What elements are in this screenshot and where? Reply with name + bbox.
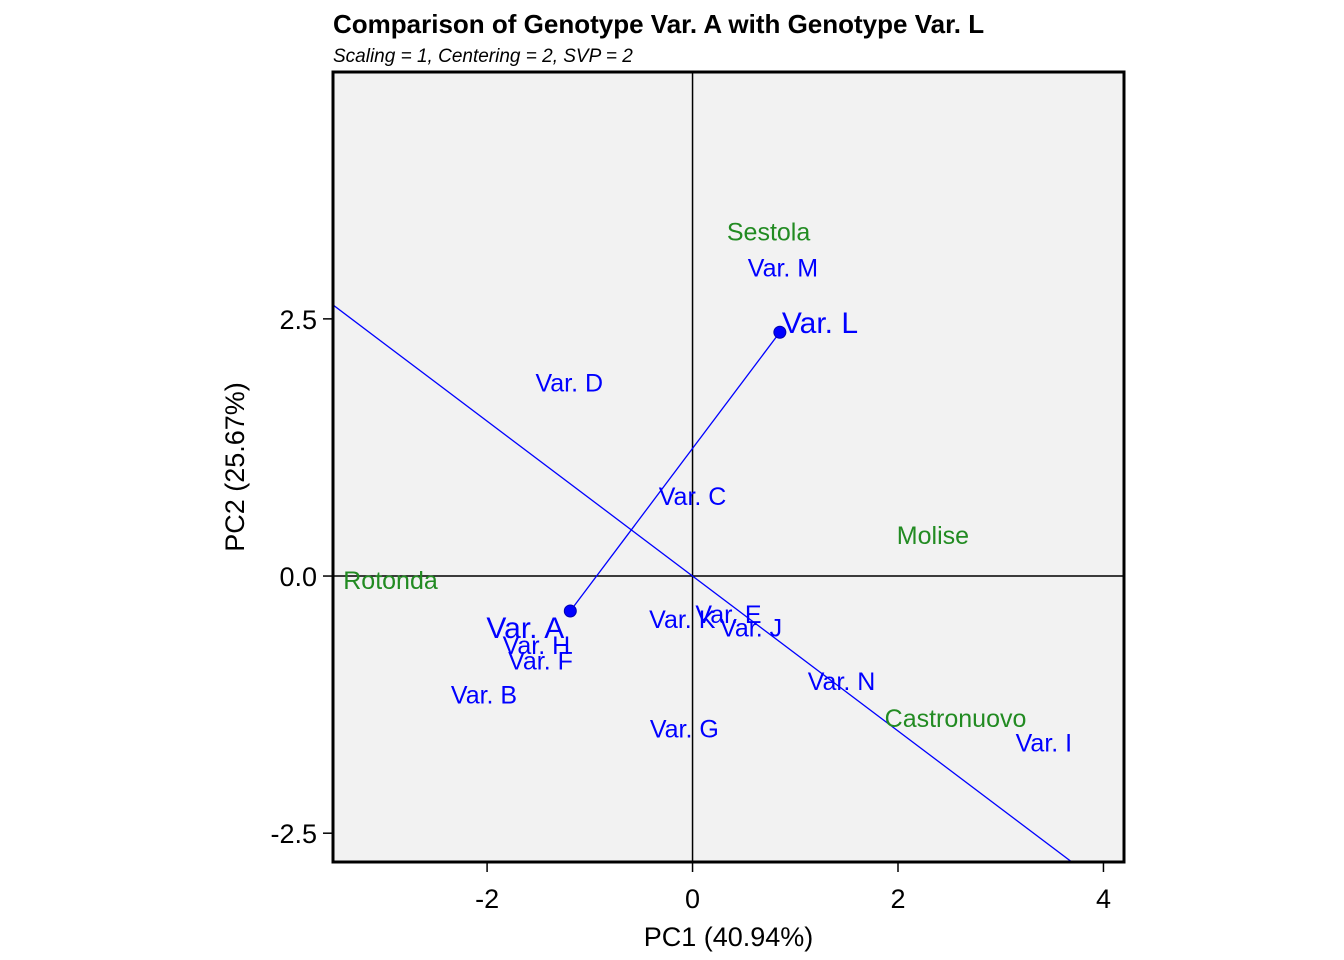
genotype-label: Var. J <box>720 614 782 642</box>
highlight-point <box>563 604 577 618</box>
x-tick-label: 0 <box>685 884 700 914</box>
perpendicular-line <box>333 304 1073 862</box>
environment-label: Sestola <box>727 218 810 246</box>
chart-subtitle: Scaling = 1, Centering = 2, SVP = 2 <box>333 46 633 67</box>
plot-border <box>331 70 1126 864</box>
x-tick-label: 2 <box>890 884 905 914</box>
genotype-label: Var. H <box>503 632 571 660</box>
y-tick-label: 2.5 <box>279 305 317 335</box>
genotype-label: Var. D <box>535 370 603 398</box>
chart-title: Comparison of Genotype Var. A with Genot… <box>333 9 984 39</box>
plot-panel <box>333 72 1124 862</box>
genotype-label: Var. F <box>508 647 573 675</box>
environment-label: Rotonda <box>343 567 438 595</box>
genotype-label: Var. M <box>748 254 818 282</box>
genotype-label: Var. N <box>808 668 876 696</box>
y-tick-label: 0.0 <box>279 562 317 592</box>
x-tick-label: -2 <box>475 884 499 914</box>
genotype-label: Var. A <box>486 612 564 645</box>
comparison-segment <box>569 331 781 612</box>
y-axis-label: PC2 (25.67%) <box>220 382 250 552</box>
genotype-label: Var. C <box>659 483 727 511</box>
genotype-label: Var. E <box>695 601 761 629</box>
genotype-label: Var. B <box>451 681 517 709</box>
x-axis-label: PC1 (40.94%) <box>644 922 814 952</box>
genotype-label: Var. I <box>1016 730 1073 758</box>
genotype-label: Var. K <box>649 606 716 634</box>
x-tick-label: 4 <box>1096 884 1111 914</box>
environment-label: Castronuovo <box>885 705 1027 733</box>
genotype-label: Var. G <box>650 715 719 743</box>
environment-label: Molise <box>897 522 969 550</box>
y-tick-label: -2.5 <box>270 819 317 849</box>
genotype-label: Var. L <box>782 307 858 340</box>
highlight-point <box>773 325 787 339</box>
